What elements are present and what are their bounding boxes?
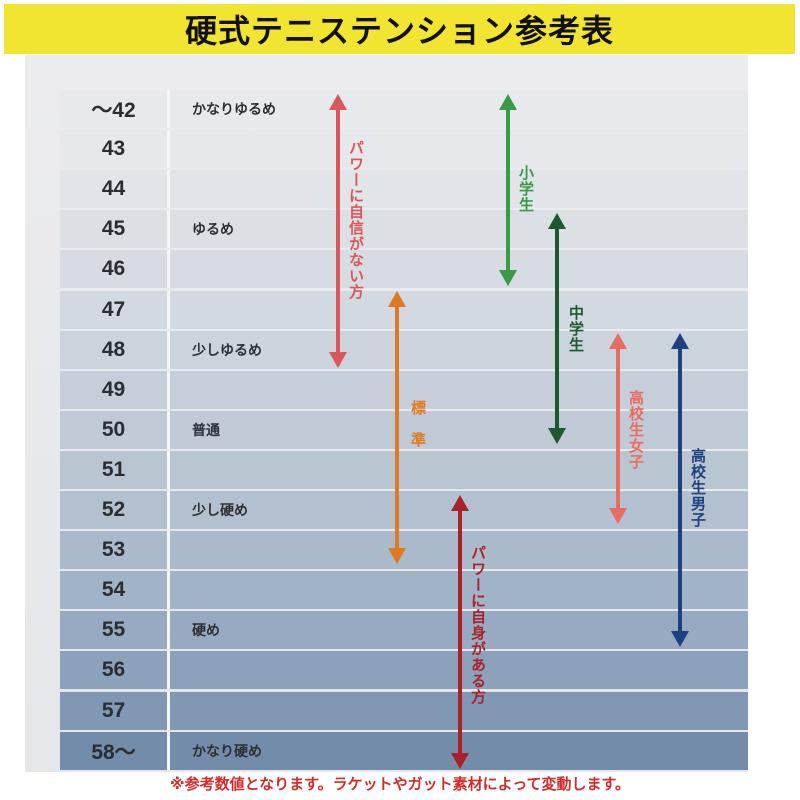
arrow-head-down-icon [329, 352, 347, 368]
double-arrow-icon [608, 333, 628, 524]
arrow-head-up-icon [499, 94, 517, 110]
table-row: 50 普通 [60, 410, 748, 449]
arrow-head-up-icon [548, 213, 566, 229]
arrow-shaft [678, 345, 682, 635]
arrow-head-down-icon [671, 631, 689, 647]
range-label: パワーに自身がある方 [469, 545, 487, 705]
arrow-head-down-icon [499, 270, 517, 286]
range-label: 高校生女子 [627, 390, 645, 470]
footnote: ※参考数値となります。ラケットやガット素材によって変動します。 [170, 775, 630, 793]
tension-description: 少し硬め [192, 503, 248, 519]
page-title: 硬式テニステンション参考表 [184, 12, 614, 50]
arrow-head-up-icon [609, 333, 627, 349]
table-row: 58～ かなり硬め [60, 731, 748, 770]
tension-value: 54 [60, 571, 170, 610]
arrow-shaft [336, 106, 340, 356]
table-row: 46 [60, 250, 748, 289]
arrow-head-down-icon [609, 508, 627, 524]
tension-description: 硬め [192, 623, 220, 640]
table-row: 43 [60, 130, 748, 169]
arrow-head-up-icon [671, 333, 689, 349]
arrow-shaft [616, 345, 620, 512]
table-row: 52 少し硬め [60, 491, 748, 529]
tension-value: 46 [60, 250, 170, 289]
tension-description [170, 451, 748, 489]
tension-value: 49 [60, 370, 170, 409]
double-arrow-icon [387, 291, 407, 564]
tension-value: 48 [60, 330, 170, 369]
tension-value: 55 [60, 611, 170, 650]
tension-value: 44 [60, 170, 170, 209]
arrow-shaft [458, 507, 462, 757]
tension-description [170, 130, 748, 168]
range-label: 高校生男子 [689, 448, 707, 528]
title-banner: 硬式テニステンション参考表 [4, 4, 795, 54]
range-label: パワーに自信がない方 [347, 140, 365, 300]
tension-value: 50 [60, 410, 170, 449]
table-row: 49 [60, 370, 748, 409]
table-row: 44 [60, 170, 748, 209]
tension-value: 51 [60, 450, 170, 489]
tension-description [170, 291, 748, 329]
range-label: 中学生 [567, 305, 585, 353]
tension-description: 普通 [192, 422, 220, 439]
tension-description [170, 371, 748, 409]
tension-description: ゆるめ [192, 222, 234, 239]
table-row: 56 [60, 651, 748, 690]
tension-value: 47 [60, 290, 170, 329]
arrow-shaft [555, 225, 559, 432]
tension-description [170, 250, 748, 288]
table-row: 48 少しゆるめ [60, 330, 748, 369]
tension-value: 45 [60, 210, 170, 249]
table-row: 55 硬め [60, 611, 748, 650]
range-label: 小学生 [517, 165, 535, 213]
double-arrow-icon [670, 333, 690, 647]
tension-value: 56 [60, 651, 170, 690]
double-arrow-icon [450, 495, 470, 769]
arrow-head-up-icon [388, 291, 406, 307]
tension-value: 58～ [60, 731, 170, 770]
tension-value: 52 [60, 491, 170, 529]
arrow-head-up-icon [329, 94, 347, 110]
range-label: 標 準 [409, 400, 427, 448]
tension-description: 少しゆるめ [192, 342, 262, 359]
tension-value: 57 [60, 691, 170, 730]
table-row: ～42 かなりゆるめ [60, 90, 748, 128]
tension-value: 43 [60, 130, 170, 169]
tension-description: かなり硬め [192, 743, 262, 760]
arrow-shaft [395, 303, 399, 552]
tension-description [170, 170, 748, 208]
table-row: 51 [60, 450, 748, 489]
double-arrow-icon [328, 94, 348, 368]
double-arrow-icon [498, 94, 518, 286]
arrow-head-down-icon [451, 753, 469, 769]
table-row: 57 [60, 691, 748, 730]
table-row: 45 ゆるめ [60, 210, 748, 249]
arrow-shaft [506, 106, 510, 274]
arrow-head-down-icon [388, 548, 406, 564]
arrow-head-up-icon [451, 495, 469, 511]
double-arrow-icon [547, 213, 567, 444]
arrow-head-down-icon [548, 428, 566, 444]
tension-value: 53 [60, 531, 170, 570]
table-row: 54 [60, 571, 748, 610]
tension-value: ～42 [60, 90, 170, 128]
tension-description: かなりゆるめ [192, 102, 276, 118]
